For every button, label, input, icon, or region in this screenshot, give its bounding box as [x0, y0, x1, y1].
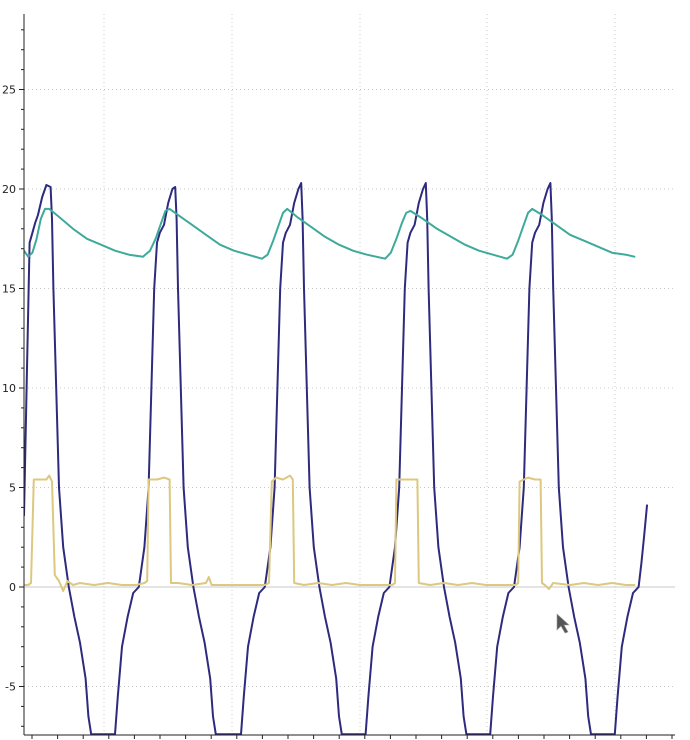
grid-lines [24, 14, 675, 735]
series-line-1 [24, 182, 648, 735]
y-tick-label: 25 [2, 84, 16, 97]
y-tick-label: 15 [2, 283, 16, 296]
y-tick-label: 5 [9, 482, 16, 495]
y-tick-label: 20 [2, 183, 16, 196]
y-tick-label: -5 [5, 681, 16, 694]
y-tick-label: 10 [2, 382, 16, 395]
series-lines [24, 182, 648, 735]
axes [19, 14, 675, 739]
y-tick-label: 0 [9, 581, 16, 594]
y-tick-labels: -5 0 5 10 15 20 25 [2, 84, 16, 694]
series-line-2 [24, 207, 636, 260]
mouse-pointer-icon [556, 613, 570, 634]
series-line-3 [24, 474, 636, 592]
